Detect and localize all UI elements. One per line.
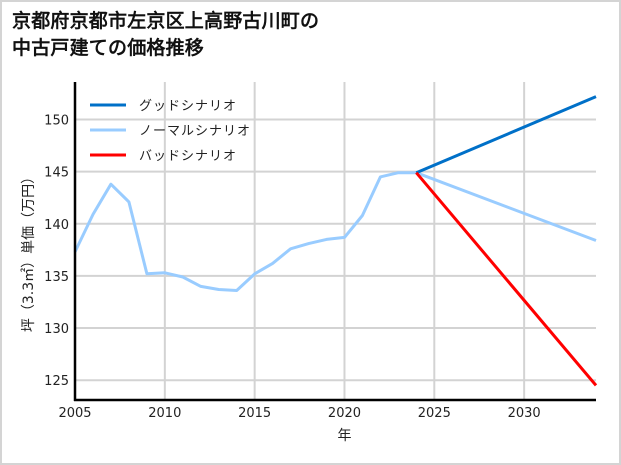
chart-title: 京都府京都市左京区上高野古川町の 中古戸建ての価格推移 (12, 8, 319, 62)
y-tick-label: 145 (44, 166, 69, 181)
y-tick-label: 140 (44, 218, 69, 233)
series-line-1 (73, 171, 597, 292)
x-tick-label: 2025 (418, 406, 451, 421)
chart-title-line-2: 中古戸建ての価格推移 (12, 37, 205, 59)
x-tick-label: 2015 (238, 406, 271, 421)
gridlines (74, 82, 596, 400)
y-tick-label: 125 (44, 374, 69, 389)
axes (73, 82, 596, 402)
legend-label: グッドシナリオ (139, 99, 237, 114)
chart-title-line-1: 京都府京都市左京区上高野古川町の (12, 10, 320, 32)
series-line-2 (415, 171, 598, 387)
legend-label: ノーマルシナリオ (139, 124, 251, 139)
series-line-0 (415, 95, 597, 175)
series-lines (73, 95, 598, 387)
x-tick-label: 2010 (148, 406, 181, 421)
legend-label: バッドシナリオ (139, 149, 237, 164)
y-axis-label: 坪（3.3㎡）単価（万円） (21, 170, 37, 332)
x-tick-label: 2005 (58, 406, 91, 421)
y-axis-ticks: 125 130 135 140 145 150 (44, 114, 69, 390)
x-tick-label: 2020 (328, 406, 361, 421)
x-tick-label: 2030 (508, 406, 541, 421)
y-tick-label: 135 (44, 270, 69, 285)
x-axis-label: 年 (337, 428, 351, 444)
y-tick-label: 150 (44, 114, 69, 129)
y-tick-label: 130 (44, 322, 69, 337)
x-axis-ticks: 2005 2010 2015 2020 2025 2030 (58, 406, 540, 421)
